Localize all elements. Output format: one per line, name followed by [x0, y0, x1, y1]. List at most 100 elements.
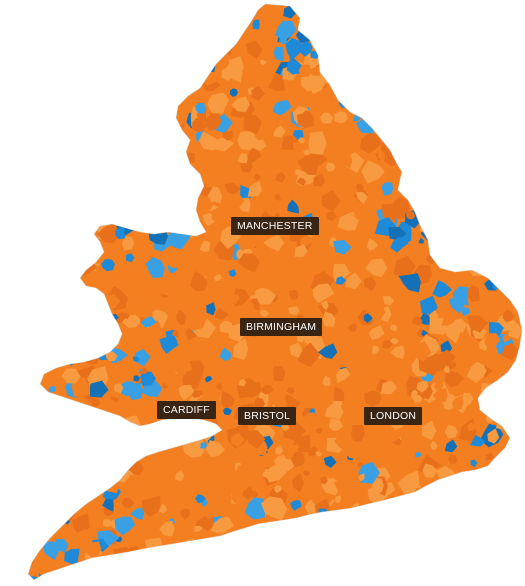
map-region — [135, 189, 147, 200]
map-region — [67, 190, 84, 202]
map-region — [404, 126, 415, 139]
map-region — [0, 499, 8, 513]
map-region — [448, 361, 457, 371]
map-region — [496, 507, 505, 515]
map-region — [312, 173, 326, 187]
map-region — [511, 568, 518, 574]
map-region — [328, 543, 350, 563]
map-region — [450, 500, 472, 522]
map-region — [275, 267, 281, 274]
map-region — [214, 33, 227, 44]
map-region — [61, 22, 73, 36]
map-region — [461, 535, 481, 556]
map-region — [474, 212, 482, 221]
map-region — [54, 569, 71, 580]
map-region — [42, 271, 51, 279]
map-region — [480, 382, 497, 403]
map-region — [383, 529, 393, 539]
map-region — [340, 35, 362, 58]
map-region — [187, 188, 199, 200]
map-region — [33, 388, 48, 411]
map-region — [35, 84, 54, 99]
map-region — [227, 159, 237, 170]
map-region — [28, 561, 39, 578]
map-region — [28, 45, 30, 61]
map-region — [120, 4, 130, 8]
map-region — [445, 222, 452, 229]
map-region — [179, 551, 189, 558]
map-region — [485, 452, 495, 461]
map-region — [73, 467, 79, 475]
map-region — [118, 167, 129, 179]
map-region — [365, 79, 379, 93]
map-region — [0, 418, 11, 432]
map-region — [484, 118, 509, 138]
map-region — [298, 64, 311, 78]
map-region — [224, 62, 243, 83]
map-region — [185, 48, 196, 56]
map-region — [261, 468, 273, 479]
map-region — [223, 539, 245, 559]
map-region — [496, 468, 511, 482]
map-region — [59, 48, 72, 58]
map-region — [62, 349, 76, 362]
map-region — [294, 244, 308, 258]
map-region — [103, 16, 117, 34]
map-region — [415, 578, 429, 580]
map-region — [28, 357, 38, 376]
map-region — [355, 14, 373, 35]
map-region — [187, 188, 199, 200]
map-region — [68, 72, 87, 94]
map-region — [509, 219, 516, 228]
map-region — [202, 23, 216, 37]
map-region — [494, 203, 517, 224]
map-region — [117, 99, 131, 113]
map-region — [485, 121, 503, 139]
map-region — [294, 4, 313, 12]
map-region — [43, 255, 63, 276]
map-region — [63, 276, 72, 287]
map-region — [54, 138, 63, 148]
map-region — [506, 488, 518, 499]
map-region — [243, 556, 263, 576]
map-region — [253, 173, 261, 181]
map-region — [205, 175, 218, 188]
map-region — [56, 569, 64, 578]
map-region — [10, 18, 22, 28]
map-region — [182, 368, 202, 389]
map-region — [265, 204, 279, 217]
map-region — [174, 20, 193, 40]
map-region — [464, 88, 473, 97]
map-region — [509, 219, 516, 228]
map-region — [399, 516, 407, 525]
map-region — [3, 0, 16, 10]
map-region — [4, 526, 11, 533]
map-region — [56, 477, 76, 495]
map-region — [28, 544, 29, 561]
map-region — [200, 547, 211, 559]
map-region — [121, 49, 130, 61]
map-region — [30, 67, 37, 75]
map-region — [511, 109, 522, 122]
map-region — [104, 453, 111, 460]
map-region — [379, 538, 390, 548]
map-region — [152, 554, 168, 568]
map-region — [7, 533, 13, 540]
map-region — [260, 562, 267, 570]
map-region — [456, 510, 469, 521]
map-region — [415, 451, 423, 458]
map-region — [363, 276, 377, 292]
map-region — [43, 177, 56, 190]
map-region — [477, 245, 496, 267]
map-region — [320, 476, 328, 485]
map-region — [28, 216, 36, 229]
map-region — [360, 133, 382, 154]
map-region — [224, 9, 242, 28]
map-region — [373, 189, 384, 199]
map-region — [81, 476, 100, 500]
map-region — [108, 192, 121, 206]
map-region — [28, 530, 33, 552]
map-region — [449, 43, 468, 66]
map-region — [428, 235, 445, 250]
map-region — [272, 307, 284, 318]
